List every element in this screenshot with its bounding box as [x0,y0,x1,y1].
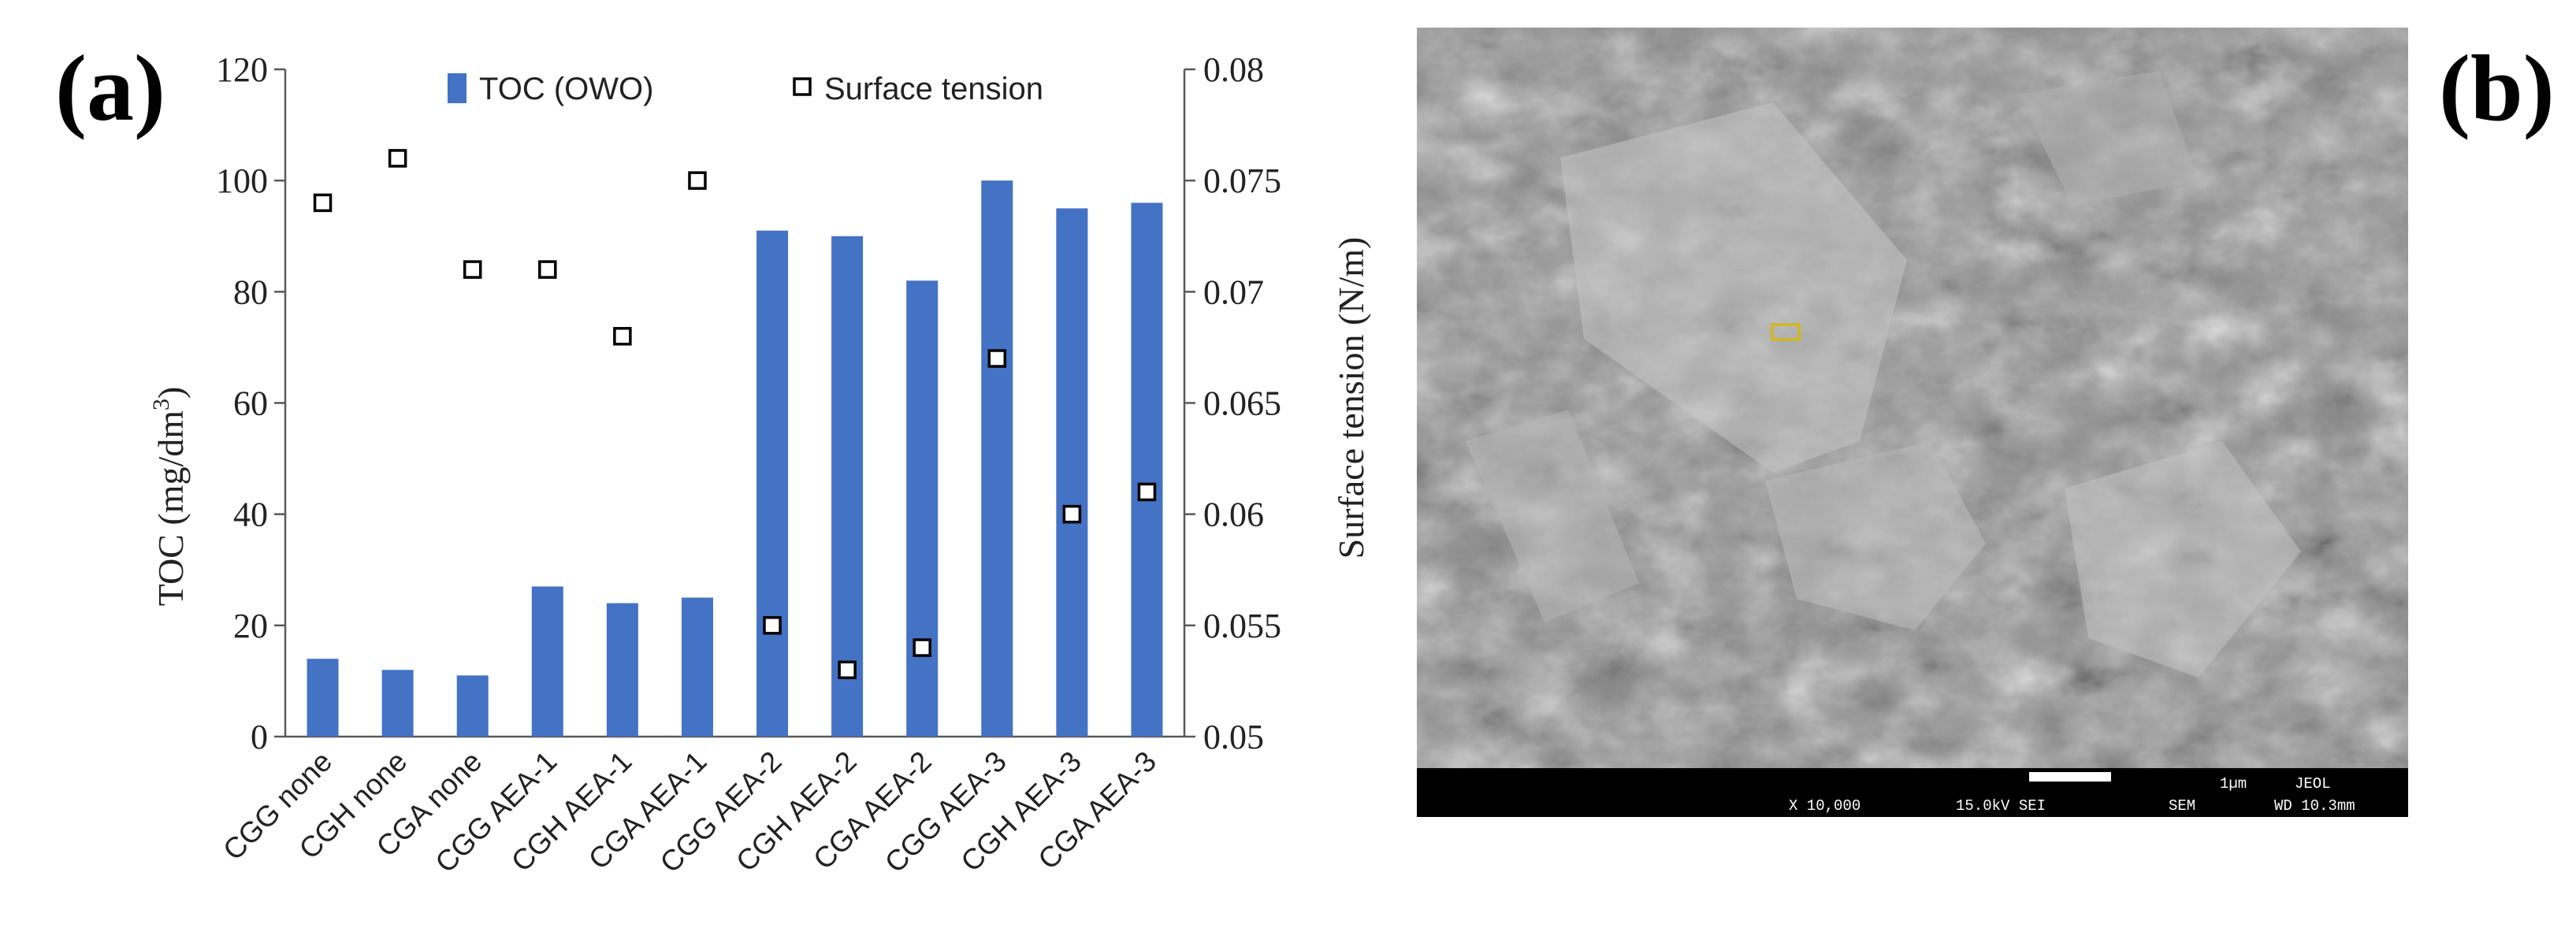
bar-toc [456,675,489,737]
right-tick-label: 0.075 [1203,162,1281,200]
marker-surface-tension [763,616,782,635]
marker-surface-tension [838,660,857,680]
bar-toc [756,230,789,737]
right-tick-label: 0.08 [1203,50,1264,89]
bar-toc [906,280,939,737]
left-tick-label: 120 [216,50,268,89]
bar-toc [1131,202,1163,737]
panel-label-a: (a) [55,35,165,140]
sem-mode: SEM [2169,797,2195,815]
marker-surface-tension [987,349,1007,368]
sem-crystal [1466,410,1639,622]
left-tick-label: 0 [251,718,268,756]
left-tick-label: 40 [233,496,268,534]
marker-surface-tension [538,260,557,279]
bar-series [307,180,1163,737]
marker-surface-tension [913,638,931,657]
legend-swatch-surface-tension [793,77,812,96]
right-tick-label: 0.07 [1203,273,1264,311]
panel-label-b: (b) [2439,35,2555,140]
left-tick-label: 100 [216,162,268,200]
marker-surface-tension [388,149,407,168]
marker-surface-tension [688,171,707,190]
marker-surface-tension [313,193,333,213]
sem-crystal [2065,441,2301,678]
marker-surface-tension [463,260,482,279]
legend-label-surface-tension: Surface tension [824,72,1043,106]
bar-toc [981,180,1013,737]
bar-toc [381,670,414,737]
bar-toc [531,586,563,737]
sem-crystal [1765,441,1986,630]
marker-series [313,149,1157,680]
marker-surface-tension [1062,504,1082,524]
bar-toc [681,597,713,737]
left-tick-label: 60 [233,384,268,423]
chart-axes [284,69,1186,738]
sem-scale-bar [2029,772,2111,782]
left-tick-label: 80 [233,273,268,311]
right-tick-label: 0.065 [1203,384,1281,423]
bar-toc [606,603,638,737]
sem-crystal [1560,102,1907,473]
y2-axis-title: Surface tension (N/m) [1331,237,1371,559]
bar-toc [307,659,339,737]
sem-crystal [2017,71,2199,205]
sem-magnification: X 10,000 [1789,797,1860,815]
legend: TOC (OWO) Surface tension [448,72,1043,106]
sem-selection-marker [1771,323,1801,341]
sem-voltage: 15.0kV SEI [1956,797,2046,815]
right-tick-label: 0.055 [1203,607,1281,645]
left-tick-label: 20 [233,607,268,645]
y-axis-title: TOC (mg/dm3) [148,387,191,607]
bar-toc [1056,208,1088,737]
sem-brand: JEOL [2295,775,2331,793]
right-tick-label: 0.06 [1203,496,1264,534]
left-axis-ticks: 0 20 40 60 80 100 120 [216,50,285,756]
legend-swatch-toc [448,73,467,103]
sem-micrograph: 1µm JEOL X 10,000 15.0kV SEI SEM WD 10.3… [1417,28,2408,817]
sem-working-distance: WD 10.3mm [2274,797,2355,815]
marker-surface-tension [613,327,632,346]
marker-surface-tension [1137,482,1157,502]
sem-scale-label: 1µm [2220,775,2247,793]
legend-label-toc: TOC (OWO) [479,72,653,106]
sem-info-bar [1417,768,2408,817]
right-axis-ticks: 0.05 0.055 0.06 0.065 0.07 0.075 0.08 [1184,50,1281,756]
bar-toc [831,236,864,737]
right-tick-label: 0.05 [1203,718,1264,756]
sem-texture [1417,28,2408,768]
